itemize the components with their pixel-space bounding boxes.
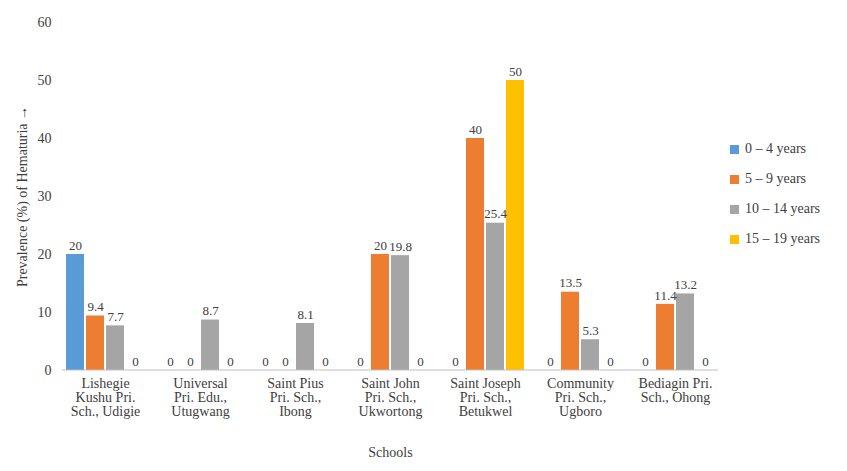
svg-text:Saint PiusPri. Sch.,Ibong: Saint PiusPri. Sch.,Ibong bbox=[267, 376, 323, 419]
svg-text:0: 0 bbox=[452, 354, 459, 369]
svg-text:0: 0 bbox=[262, 354, 269, 369]
svg-text:0: 0 bbox=[167, 354, 174, 369]
svg-text:Saint JosephPri. Sch.,Betukwel: Saint JosephPri. Sch.,Betukwel bbox=[450, 376, 520, 419]
svg-text:0: 0 bbox=[45, 363, 52, 378]
svg-text:8.7: 8.7 bbox=[202, 303, 219, 318]
svg-text:7.7: 7.7 bbox=[107, 309, 124, 324]
html-text:5 – 9 years: 5 – 9 years bbox=[745, 171, 806, 186]
html-text:10 – 14 years: 10 – 14 years bbox=[745, 201, 820, 216]
svg-text:Bediagin Pri.Sch., Ohong: Bediagin Pri.Sch., Ohong bbox=[639, 376, 713, 405]
svg-text:25.4: 25.4 bbox=[484, 206, 507, 221]
svg-text:19.8: 19.8 bbox=[389, 239, 412, 254]
svg-text:40: 40 bbox=[469, 122, 482, 137]
svg-text:20: 20 bbox=[374, 238, 387, 253]
svg-text:60: 60 bbox=[38, 15, 52, 30]
svg-text:9.4: 9.4 bbox=[87, 299, 104, 314]
svg-text:0: 0 bbox=[282, 354, 289, 369]
svg-text:20: 20 bbox=[38, 247, 52, 262]
svg-text:13.2: 13.2 bbox=[674, 277, 697, 292]
svg-text:Saint JohnPri. Sch.,Ukwortong: Saint JohnPri. Sch.,Ukwortong bbox=[359, 376, 423, 419]
svg-text:13.5: 13.5 bbox=[559, 275, 582, 290]
svg-text:5.3: 5.3 bbox=[582, 323, 598, 338]
svg-text:8.1: 8.1 bbox=[297, 307, 313, 322]
svg-text:20: 20 bbox=[69, 238, 82, 253]
svg-text:0: 0 bbox=[702, 354, 709, 369]
svg-text:CommunityPri. Sch.,Ugboro: CommunityPri. Sch.,Ugboro bbox=[547, 376, 614, 419]
svg-text:0: 0 bbox=[132, 354, 139, 369]
svg-text:30: 30 bbox=[38, 189, 52, 204]
svg-text:50: 50 bbox=[38, 73, 52, 88]
svg-text:0: 0 bbox=[322, 354, 329, 369]
html-text:15 – 19 years: 15 – 19 years bbox=[745, 231, 820, 246]
svg-text:50: 50 bbox=[509, 64, 522, 79]
svg-text:0: 0 bbox=[227, 354, 234, 369]
svg-text:11.4: 11.4 bbox=[654, 287, 677, 303]
svg-text:LishegieKushu Pri.Sch., Udigie: LishegieKushu Pri.Sch., Udigie bbox=[71, 376, 141, 419]
svg-text:40: 40 bbox=[38, 131, 52, 146]
svg-text:0: 0 bbox=[357, 354, 364, 369]
svg-text:0: 0 bbox=[607, 354, 614, 369]
html-text:0 – 4 years: 0 – 4 years bbox=[745, 141, 806, 156]
svg-text:Prevalence (%) of Hematuria →: Prevalence (%) of Hematuria → bbox=[15, 106, 31, 287]
svg-text:UniversalPri. Edu.,Utugwang: UniversalPri. Edu.,Utugwang bbox=[171, 376, 229, 419]
svg-text:10: 10 bbox=[38, 305, 52, 320]
svg-text:0: 0 bbox=[547, 354, 554, 369]
svg-text:0: 0 bbox=[417, 354, 424, 369]
svg-text:0: 0 bbox=[187, 354, 194, 369]
svg-text:0: 0 bbox=[642, 354, 649, 369]
svg-text:Schools: Schools bbox=[368, 445, 412, 460]
